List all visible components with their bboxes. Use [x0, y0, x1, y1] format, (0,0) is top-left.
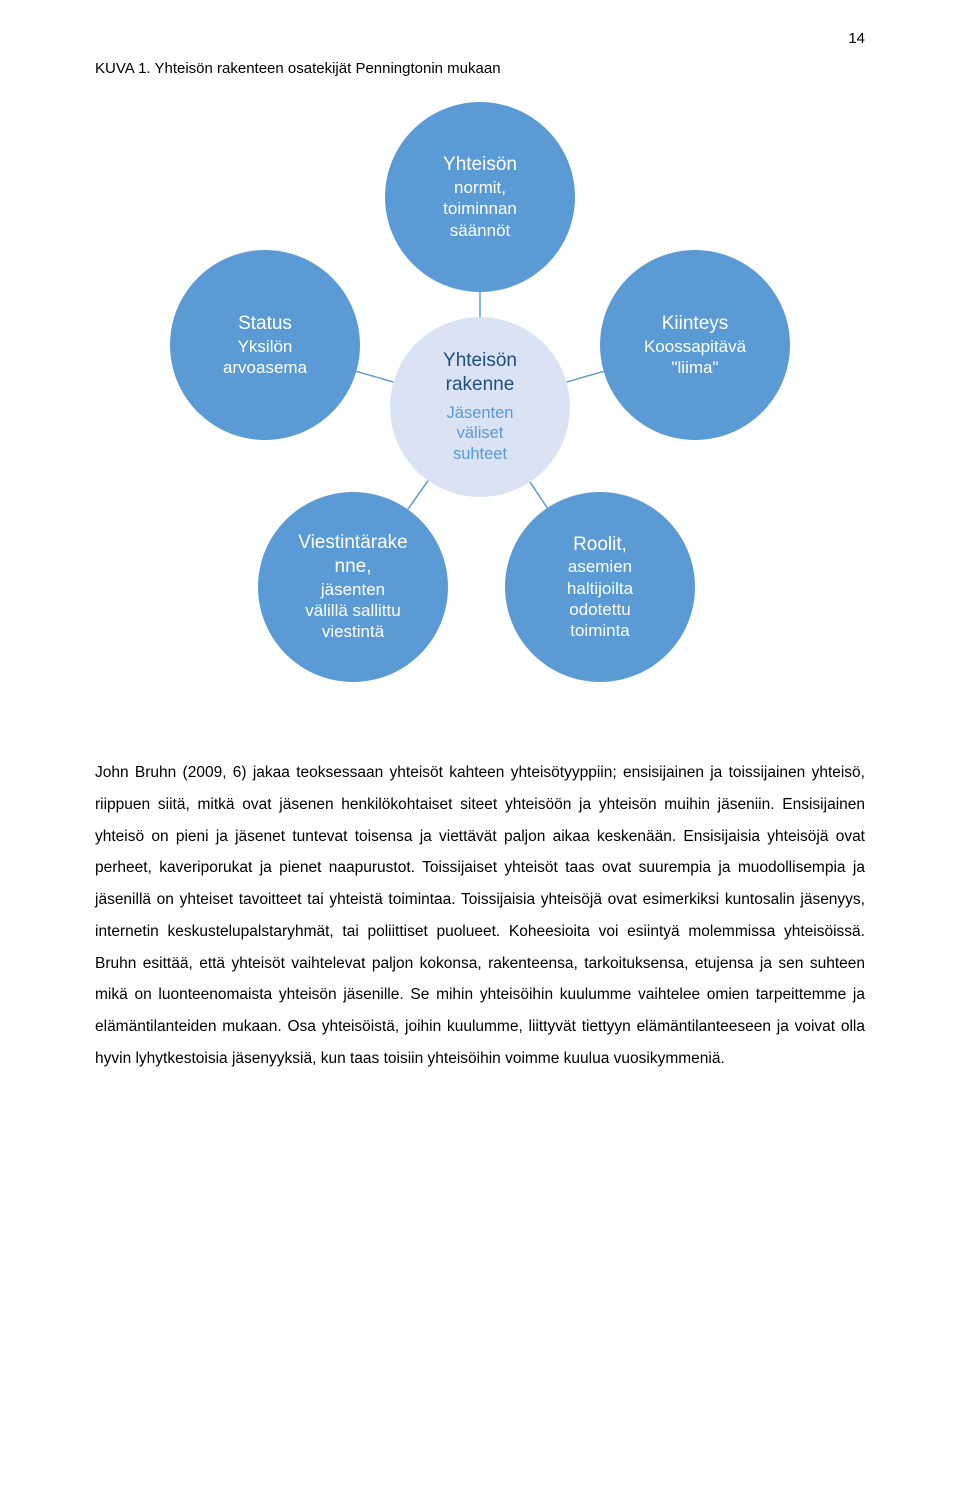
node-body: asemienhaltijoiltaodotettutoiminta [567, 556, 633, 641]
node-title: Yhteisön [443, 153, 517, 177]
page-number: 14 [848, 30, 865, 47]
node-subtitle-line: väliset [447, 423, 514, 444]
diagram-node-top: Yhteisönnormit,toiminnansäännöt [385, 102, 575, 292]
node-body-line: toiminnan [443, 198, 517, 219]
diagram-node-bottom-left: Viestintärakenne,jäsentenvälillä sallitt… [258, 492, 448, 682]
node-title-line: nne, [298, 555, 408, 579]
node-body-line: viestintä [305, 621, 400, 642]
node-title-line: Kiinteys [662, 312, 729, 336]
node-body: Koossapitävä"liima" [644, 336, 746, 379]
node-subtitle-line: Jäsenten [447, 403, 514, 424]
node-title-line: Roolit, [573, 533, 627, 557]
node-body-line: välillä sallittu [305, 600, 400, 621]
node-body-line: jäsenten [305, 579, 400, 600]
node-body-line: arvoasema [223, 357, 307, 378]
node-body-line: Yksilön [223, 336, 307, 357]
node-title: Yhteisönrakenne [443, 349, 517, 397]
node-subtitle-line: suhteet [447, 444, 514, 465]
node-title-line: Viestintärake [298, 531, 408, 555]
body-paragraph: John Bruhn (2009, 6) jakaa teoksessaan y… [95, 757, 865, 1075]
node-body-line: toiminta [567, 620, 633, 641]
node-body: jäsentenvälillä sallittuviestintä [305, 579, 400, 643]
node-title: Roolit, [573, 533, 627, 557]
node-subtitle: Jäsentenvälisetsuhteet [447, 403, 514, 465]
diagram-node-center: Yhteisönrakenne Jäsentenvälisetsuhteet [390, 317, 570, 497]
node-body-line: normit, [443, 177, 517, 198]
node-title: Viestintärakenne, [298, 531, 408, 579]
diagram-node-bottom-right: Roolit,asemienhaltijoiltaodotettutoimint… [505, 492, 695, 682]
node-body-line: säännöt [443, 220, 517, 241]
node-title-line: Status [238, 312, 292, 336]
node-body-line: asemien [567, 556, 633, 577]
diagram-node-left: StatusYksilönarvoasema [170, 250, 360, 440]
node-body-line: Koossapitävä [644, 336, 746, 357]
node-title-line: Yhteisön [443, 349, 517, 373]
node-title: Kiinteys [662, 312, 729, 336]
node-body-line: haltijoilta [567, 578, 633, 599]
node-body: Yksilönarvoasema [223, 336, 307, 379]
node-title: Status [238, 312, 292, 336]
diagram-container: Yhteisönnormit,toiminnansäännötKiinteysK… [95, 97, 865, 717]
node-body-line: "liima" [644, 357, 746, 378]
figure-caption: KUVA 1. Yhteisön rakenteen osatekijät Pe… [95, 60, 865, 77]
node-title-line: rakenne [443, 373, 517, 397]
node-body: normit,toiminnansäännöt [443, 177, 517, 241]
node-title-line: Yhteisön [443, 153, 517, 177]
node-body-line: odotettu [567, 599, 633, 620]
diagram-node-right: KiinteysKoossapitävä"liima" [600, 250, 790, 440]
